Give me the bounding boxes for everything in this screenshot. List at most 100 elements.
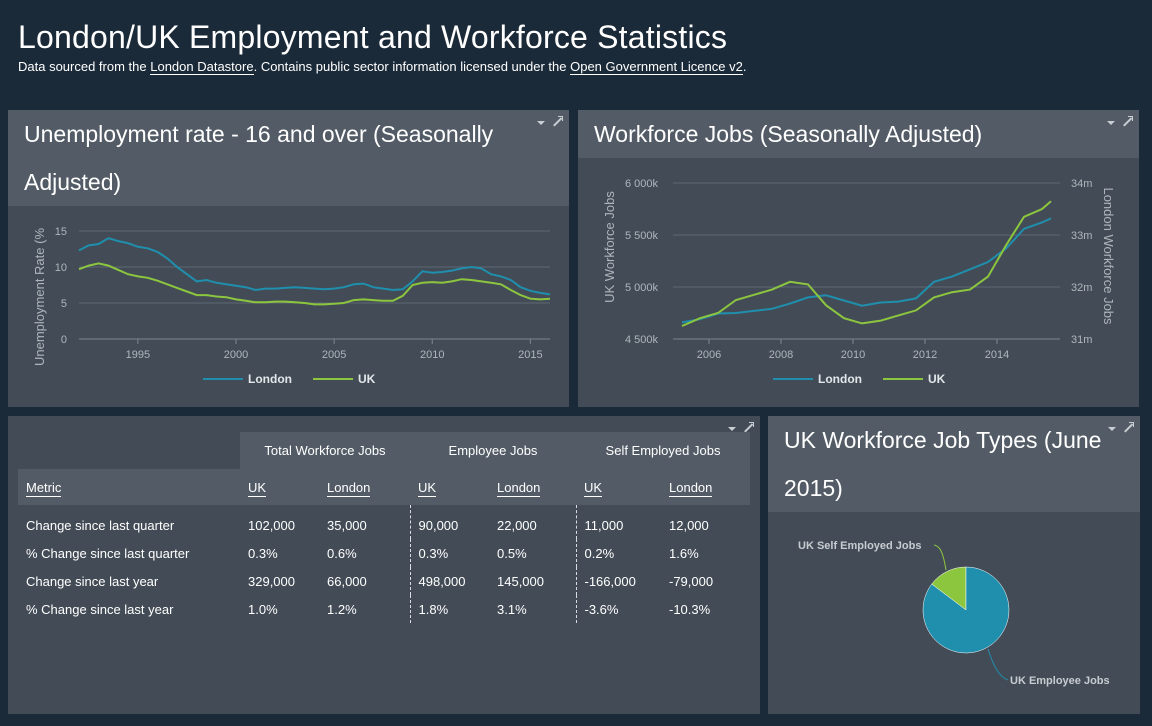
legend-label-london: London (818, 372, 862, 386)
expand-icon[interactable] (551, 116, 563, 128)
pie-label: UK Employee Jobs (1010, 675, 1110, 687)
series-line-uk (78, 262, 551, 306)
value-cell: 498,000 (409, 567, 489, 595)
x-tick-label: 2010 (420, 349, 444, 361)
page-header: London/UK Employment and Workforce Stati… (18, 18, 1138, 75)
col-uk-self[interactable]: UK (576, 469, 661, 505)
dropdown-icon[interactable] (1108, 427, 1116, 431)
legend-label-uk: UK (928, 372, 946, 386)
leader-line (987, 648, 1009, 681)
value-cell: -166,000 (575, 567, 661, 595)
expand-icon[interactable] (1122, 422, 1134, 434)
workforce-panel: Workforce Jobs (Seasonally Adjusted) 4 5… (578, 110, 1139, 407)
jobtypes-panel-title: UK Workforce Job Types (June 2015) (768, 416, 1140, 512)
series-line-uk (681, 200, 1052, 327)
value-cell: 90,000 (409, 505, 489, 539)
y-left-tick-label: 5 500k (625, 230, 659, 242)
value-cell: 0.3% (409, 539, 489, 567)
page-subtitle: Data sourced from the London Datastore. … (18, 59, 747, 75)
x-tick-label: 2010 (841, 349, 865, 361)
col-london-employee[interactable]: London (489, 469, 576, 505)
series-line-london (681, 217, 1052, 324)
ogl-link[interactable]: Open Government Licence v2 (570, 59, 743, 75)
value-cell: 22,000 (497, 517, 537, 533)
value-cell: 1.2% (327, 601, 357, 617)
x-tick-label: 2014 (985, 349, 1009, 361)
col-london-total[interactable]: London (319, 469, 410, 505)
london-datastore-link[interactable]: London Datastore (150, 59, 254, 75)
x-tick-label: 2006 (697, 349, 721, 361)
value-cell: 1.0% (248, 601, 278, 617)
value-cell: 1.6% (669, 545, 699, 561)
value-cell: 11,000 (575, 505, 661, 539)
y-tick-label: 10 (55, 262, 67, 274)
value-cell: -10.3% (669, 601, 711, 617)
value-cell: 0.5% (497, 545, 527, 561)
y-right-tick-label: 32m (1071, 282, 1092, 294)
value-cell: 0.3% (248, 545, 278, 561)
table-body: Change since last quarter 102,000 35,000 90… (18, 505, 750, 623)
value-cell: 0.2% (575, 539, 661, 567)
table-row: % Change since last quarter 0.3% 0.6% 0.3% 0… (18, 539, 750, 567)
col-uk-employee[interactable]: UK (410, 469, 489, 505)
dropdown-icon[interactable] (1107, 121, 1115, 125)
table-group-header: Total Workforce Jobs Employee Jobs Self … (18, 432, 750, 469)
dropdown-icon[interactable] (728, 427, 736, 431)
page-title: London/UK Employment and Workforce Stati… (18, 19, 728, 55)
value-cell: 12,000 (669, 517, 709, 533)
table-column-header: Metric UK London UK London UK London (18, 469, 750, 505)
x-tick-label: 2015 (518, 349, 542, 361)
pie-slice (922, 566, 1010, 654)
col-uk-total[interactable]: UK (240, 469, 319, 505)
series-line-london (78, 237, 551, 296)
y-right-tick-label: 33m (1071, 230, 1092, 242)
unemployment-panel: Unemployment rate - 16 and over (Seasona… (8, 110, 569, 407)
group-employee: Employee Jobs (410, 432, 576, 469)
y-tick-label: 0 (61, 334, 67, 346)
x-tick-label: 2008 (769, 349, 793, 361)
value-cell: 66,000 (327, 573, 367, 589)
y-right-tick-label: 34m (1071, 178, 1092, 190)
metric-cell: % Change since last year (26, 601, 174, 617)
panel-controls (1107, 112, 1133, 128)
table-row: Change since last quarter 102,000 35,000 90… (18, 505, 750, 539)
x-tick-label: 2000 (224, 349, 248, 361)
pie-label: UK Self Employed Jobs (798, 540, 921, 552)
value-cell: -3.6% (575, 595, 661, 623)
group-self-employed: Self Employed Jobs (576, 432, 750, 469)
value-cell: 102,000 (248, 517, 295, 533)
leader-line (933, 544, 947, 571)
jobtypes-panel: UK Workforce Job Types (June 2015) UK Se… (768, 416, 1140, 714)
unemployment-chart: 0 5 10 15 1995 2000 2005 2010 2015 Unemployment R… (32, 226, 551, 386)
y-axis-title: Unemployment Rate (% (32, 228, 47, 366)
y-right-tick-label: 31m (1071, 334, 1092, 346)
unemployment-panel-title: Unemployment rate - 16 and over (Seasona… (8, 110, 569, 206)
panel-controls (537, 112, 563, 128)
y-left-tick-label: 5 000k (625, 282, 659, 294)
value-cell: 3.1% (497, 601, 527, 617)
value-cell: 35,000 (327, 517, 367, 533)
workforce-chart: 4 500k 5 000k 5 500k 6 000k 31m 32m 33m 34m 2006… (602, 178, 1116, 386)
expand-icon[interactable] (1121, 116, 1133, 128)
value-cell: -79,000 (669, 573, 714, 589)
y-left-tick-label: 6 000k (625, 178, 659, 190)
y-left-axis-title: UK Workforce Jobs (602, 191, 617, 303)
legend-label-uk: UK (358, 372, 376, 386)
workforce-panel-title: Workforce Jobs (Seasonally Adjusted) (578, 110, 1139, 158)
expand-icon[interactable] (742, 422, 754, 434)
y-right-axis-title: London Workforce Jobs (1101, 187, 1116, 325)
table-row: Change since last year 329,000 66,000 498,0… (18, 567, 750, 595)
col-london-self[interactable]: London (661, 469, 750, 505)
group-total-workforce: Total Workforce Jobs (240, 432, 410, 469)
table-row: % Change since last year 1.0% 1.2% 1.8% 3.1%… (18, 595, 750, 623)
metric-cell: Change since last year (26, 573, 159, 589)
value-cell: 1.8% (409, 595, 489, 623)
legend-label-london: London (248, 372, 292, 386)
panel-controls (728, 418, 754, 434)
stats-table-panel: Total Workforce Jobs Employee Jobs Self … (8, 416, 760, 714)
x-tick-label: 1995 (126, 349, 150, 361)
value-cell: 329,000 (248, 573, 295, 589)
dropdown-icon[interactable] (537, 121, 545, 125)
col-metric[interactable]: Metric (18, 469, 240, 505)
y-tick-label: 5 (61, 298, 67, 310)
